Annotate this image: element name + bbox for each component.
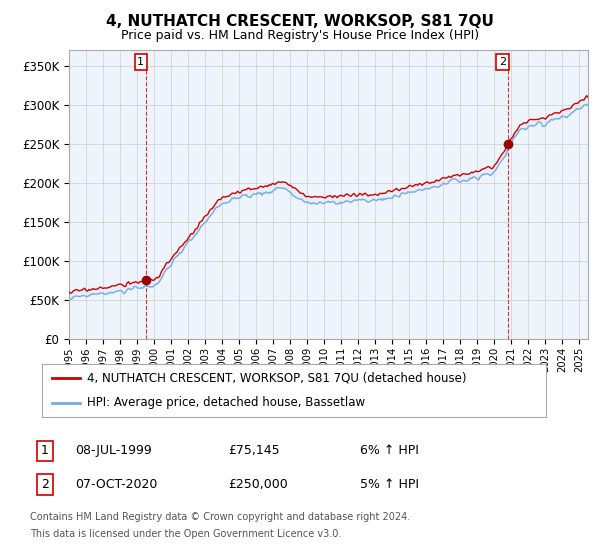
Text: This data is licensed under the Open Government Licence v3.0.: This data is licensed under the Open Gov… [30, 529, 341, 539]
Text: 1: 1 [41, 444, 49, 458]
Text: £250,000: £250,000 [228, 478, 288, 491]
Text: 2: 2 [499, 57, 506, 67]
Text: 2: 2 [41, 478, 49, 491]
Text: Price paid vs. HM Land Registry's House Price Index (HPI): Price paid vs. HM Land Registry's House … [121, 29, 479, 42]
Text: 6% ↑ HPI: 6% ↑ HPI [360, 444, 419, 458]
Text: 08-JUL-1999: 08-JUL-1999 [75, 444, 152, 458]
Text: £75,145: £75,145 [228, 444, 280, 458]
Text: 07-OCT-2020: 07-OCT-2020 [75, 478, 157, 491]
Text: 5% ↑ HPI: 5% ↑ HPI [360, 478, 419, 491]
Text: 1: 1 [137, 57, 145, 67]
Text: 4, NUTHATCH CRESCENT, WORKSOP, S81 7QU (detached house): 4, NUTHATCH CRESCENT, WORKSOP, S81 7QU (… [88, 372, 467, 385]
Text: 4, NUTHATCH CRESCENT, WORKSOP, S81 7QU: 4, NUTHATCH CRESCENT, WORKSOP, S81 7QU [106, 14, 494, 29]
Text: HPI: Average price, detached house, Bassetlaw: HPI: Average price, detached house, Bass… [88, 396, 365, 409]
Text: Contains HM Land Registry data © Crown copyright and database right 2024.: Contains HM Land Registry data © Crown c… [30, 512, 410, 522]
